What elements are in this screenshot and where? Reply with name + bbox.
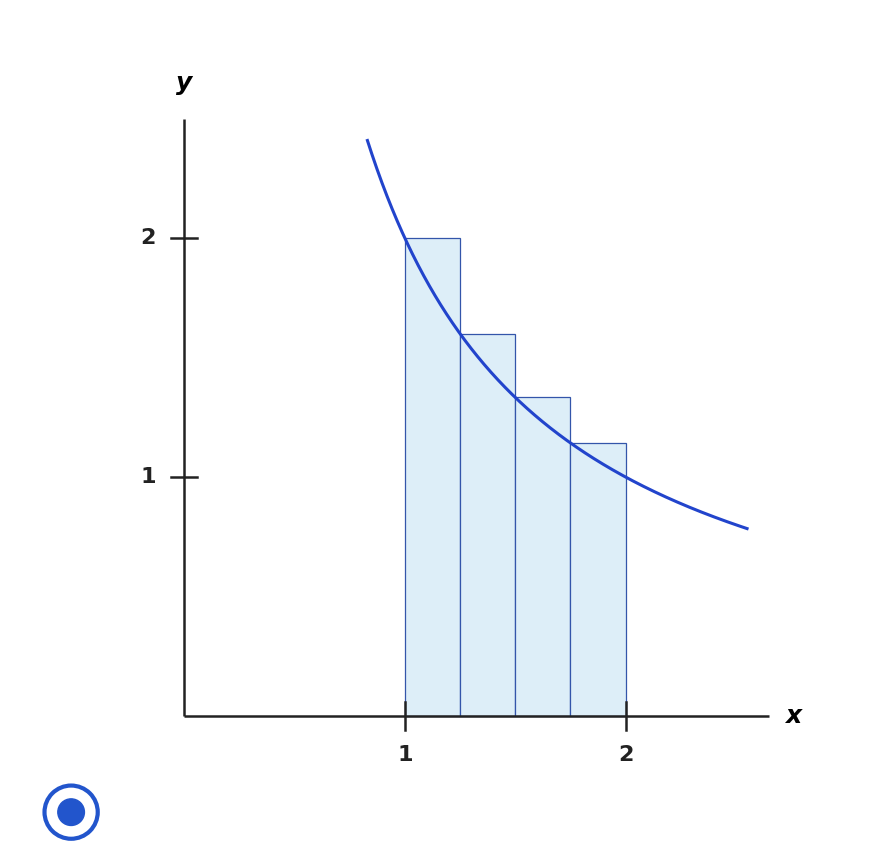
Bar — [461, 334, 516, 716]
Text: x: x — [785, 704, 801, 727]
Text: 1: 1 — [140, 467, 156, 487]
Text: 1: 1 — [397, 745, 412, 765]
Text: 2: 2 — [140, 228, 156, 248]
Bar — [516, 397, 571, 716]
Text: y: y — [176, 71, 192, 95]
Bar — [405, 238, 461, 716]
Bar — [571, 443, 626, 716]
Text: 2: 2 — [618, 745, 633, 765]
Circle shape — [58, 799, 84, 825]
